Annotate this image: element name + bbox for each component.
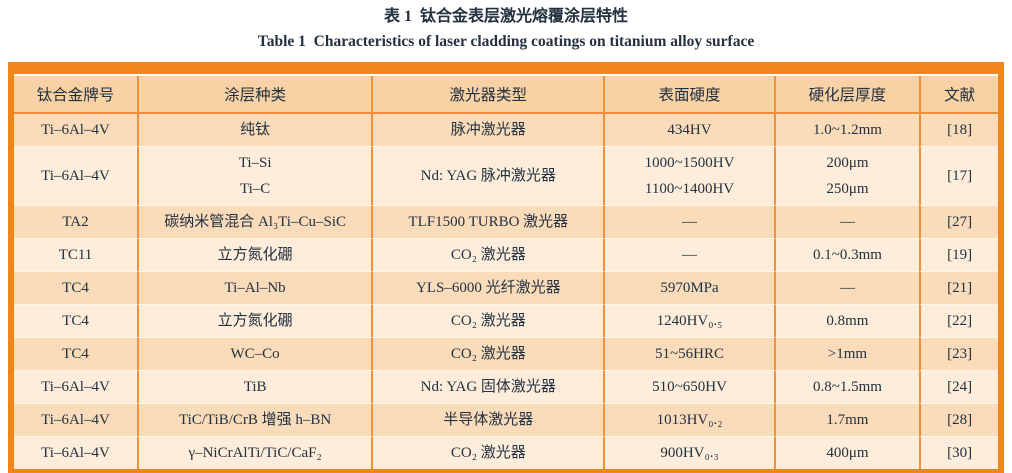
table-cell: Nd: YAG 固体激光器 bbox=[371, 370, 604, 403]
table-cell: 1013HV₀.₂ bbox=[603, 403, 774, 436]
header-alloy-grade: 钛合金牌号 bbox=[14, 76, 137, 114]
table-cell: Ti–6Al–4V bbox=[14, 403, 137, 436]
table-cell: 1240HV₀.₅ bbox=[603, 304, 774, 337]
table-cell: [28] bbox=[919, 403, 998, 436]
header-hardened-layer-thickness: 硬化层厚度 bbox=[773, 76, 920, 114]
table-cell: [18] bbox=[919, 114, 998, 146]
characteristics-table-frame: 钛合金牌号 涂层种类 激光器类型 表面硬度 硬化层厚度 文献 Ti–6Al–4V… bbox=[8, 62, 1004, 473]
table-cell: TC4 bbox=[14, 271, 137, 304]
table-cell: 半导体激光器 bbox=[371, 403, 604, 436]
table-cell: TC11 bbox=[14, 238, 137, 271]
table-title-en: Table 1 Characteristics of laser claddin… bbox=[257, 33, 755, 50]
table-cell: γ–NiCrAlTi/TiC/CaF₂ bbox=[137, 436, 372, 469]
table-cell: CO₂ 激光器 bbox=[371, 337, 604, 370]
table-cell: Ti–6Al–4V bbox=[14, 146, 137, 205]
table-cell: Ti–6Al–4V bbox=[14, 436, 137, 469]
table-cell: TLF1500 TURBO 激光器 bbox=[371, 205, 604, 238]
table-row: TA2 碳纳米管混合 Al₃Ti–Cu–SiC TLF1500 TURBO 激光器 —… bbox=[14, 205, 998, 238]
header-reference: 文献 bbox=[919, 76, 998, 114]
table-cell: — bbox=[603, 205, 774, 238]
table-cell: TC4 bbox=[14, 304, 137, 337]
table-cell: CO₂ 激光器 bbox=[371, 304, 604, 337]
table-row: Ti–6Al–4V Ti–Si Ti–C Nd: YAG 脉冲激光器 1000~150… bbox=[14, 146, 998, 205]
table-cell: 1.7mm bbox=[773, 403, 920, 436]
characteristics-table: 钛合金牌号 涂层种类 激光器类型 表面硬度 硬化层厚度 文献 Ti–6Al–4V… bbox=[14, 74, 998, 469]
table-row: TC4 立方氮化硼 CO₂ 激光器 1240HV₀.₅ 0.8mm [22] bbox=[14, 304, 998, 337]
table-cell: 立方氮化硼 bbox=[137, 304, 372, 337]
table-cell: [24] bbox=[919, 370, 998, 403]
table-cell: Ti–6Al–4V bbox=[14, 370, 137, 403]
table-cell: TA2 bbox=[14, 205, 137, 238]
table-cell: 0.1~0.3mm bbox=[773, 238, 920, 271]
table-cell: 5970MPa bbox=[603, 271, 774, 304]
table-cell: [17] bbox=[919, 146, 998, 205]
table-cell: TC4 bbox=[14, 337, 137, 370]
table-row: TC11 立方氮化硼 CO₂ 激光器 —0.1~0.3mm [19] bbox=[14, 238, 998, 271]
table-row: Ti–6Al–4V TiB Nd: YAG 固体激光器 510~650HV 0.8~1.… bbox=[14, 370, 998, 403]
table-cell: YLS–6000 光纤激光器 bbox=[371, 271, 604, 304]
table-cell: Ti–6Al–4V bbox=[14, 114, 137, 146]
table-row: Ti–6Al–4V γ–NiCrAlTi/TiC/CaF₂ CO₂ 激光器 900HV… bbox=[14, 436, 998, 469]
table-cell: [19] bbox=[919, 238, 998, 271]
table-row: Ti–6Al–4V 纯钛 脉冲激光器 434HV 1.0~1.2mm [18] bbox=[14, 114, 998, 146]
table-cell: 立方氮化硼 bbox=[137, 238, 372, 271]
table-cell: [30] bbox=[919, 436, 998, 469]
table-cell: 434HV bbox=[603, 114, 774, 146]
header-laser-type: 激光器类型 bbox=[371, 76, 604, 114]
table-cell: Nd: YAG 脉冲激光器 bbox=[371, 146, 604, 205]
table-cell: [22] bbox=[919, 304, 998, 337]
table-cell: — bbox=[773, 271, 920, 304]
table-cell: 0.8mm bbox=[773, 304, 920, 337]
table-cell: 51~56HRC bbox=[603, 337, 774, 370]
table-row: TC4 Ti–Al–Nb YLS–6000 光纤激光器 5970MPa — [21] bbox=[14, 271, 998, 304]
header-coating-type: 涂层种类 bbox=[137, 76, 372, 114]
table-row: TC4 WC–Co CO₂ 激光器 51~56HRC >1mm [23] bbox=[14, 337, 998, 370]
table-cell: 400μm bbox=[773, 436, 920, 469]
table-title-zh: 表 1 钛合金表层激光熔覆涂层特性 bbox=[383, 8, 628, 25]
table-cell: 510~650HV bbox=[603, 370, 774, 403]
table-row: Ti–6Al–4V TiC/TiB/CrB 增强 h–BN 半导体激光器 1013HV… bbox=[14, 403, 998, 436]
table-cell: — bbox=[773, 205, 920, 238]
table-cell: TiB bbox=[137, 370, 372, 403]
table-cell: 200μm 250μm bbox=[773, 146, 920, 205]
table-cell: Ti–Si Ti–C bbox=[137, 146, 372, 205]
table-cell: 碳纳米管混合 Al₃Ti–Cu–SiC bbox=[137, 205, 372, 238]
table-cell: — bbox=[603, 238, 774, 271]
table-cell: 1.0~1.2mm bbox=[773, 114, 920, 146]
table-cell: [23] bbox=[919, 337, 998, 370]
table-cell: TiC/TiB/CrB 增强 h–BN bbox=[137, 403, 372, 436]
table-cell: 脉冲激光器 bbox=[371, 114, 604, 146]
table-cell: [27] bbox=[919, 205, 998, 238]
table-cell: CO₂ 激光器 bbox=[371, 436, 604, 469]
table-cell: 纯钛 bbox=[137, 114, 372, 146]
table-body: Ti–6Al–4V 纯钛 脉冲激光器 434HV 1.0~1.2mm [18] Ti–6Al… bbox=[14, 114, 998, 469]
table-cell: 1000~1500HV 1100~1400HV bbox=[603, 146, 774, 205]
table-header-row: 钛合金牌号 涂层种类 激光器类型 表面硬度 硬化层厚度 文献 bbox=[14, 76, 998, 114]
table-cell: Ti–Al–Nb bbox=[137, 271, 372, 304]
table-cell: >1mm bbox=[773, 337, 920, 370]
table-cell: [21] bbox=[919, 271, 998, 304]
table-cell: CO₂ 激光器 bbox=[371, 238, 604, 271]
table-cell: 0.8~1.5mm bbox=[773, 370, 920, 403]
table-cell: 900HV₀.₃ bbox=[603, 436, 774, 469]
table-cell: WC–Co bbox=[137, 337, 372, 370]
header-surface-hardness: 表面硬度 bbox=[603, 76, 774, 114]
